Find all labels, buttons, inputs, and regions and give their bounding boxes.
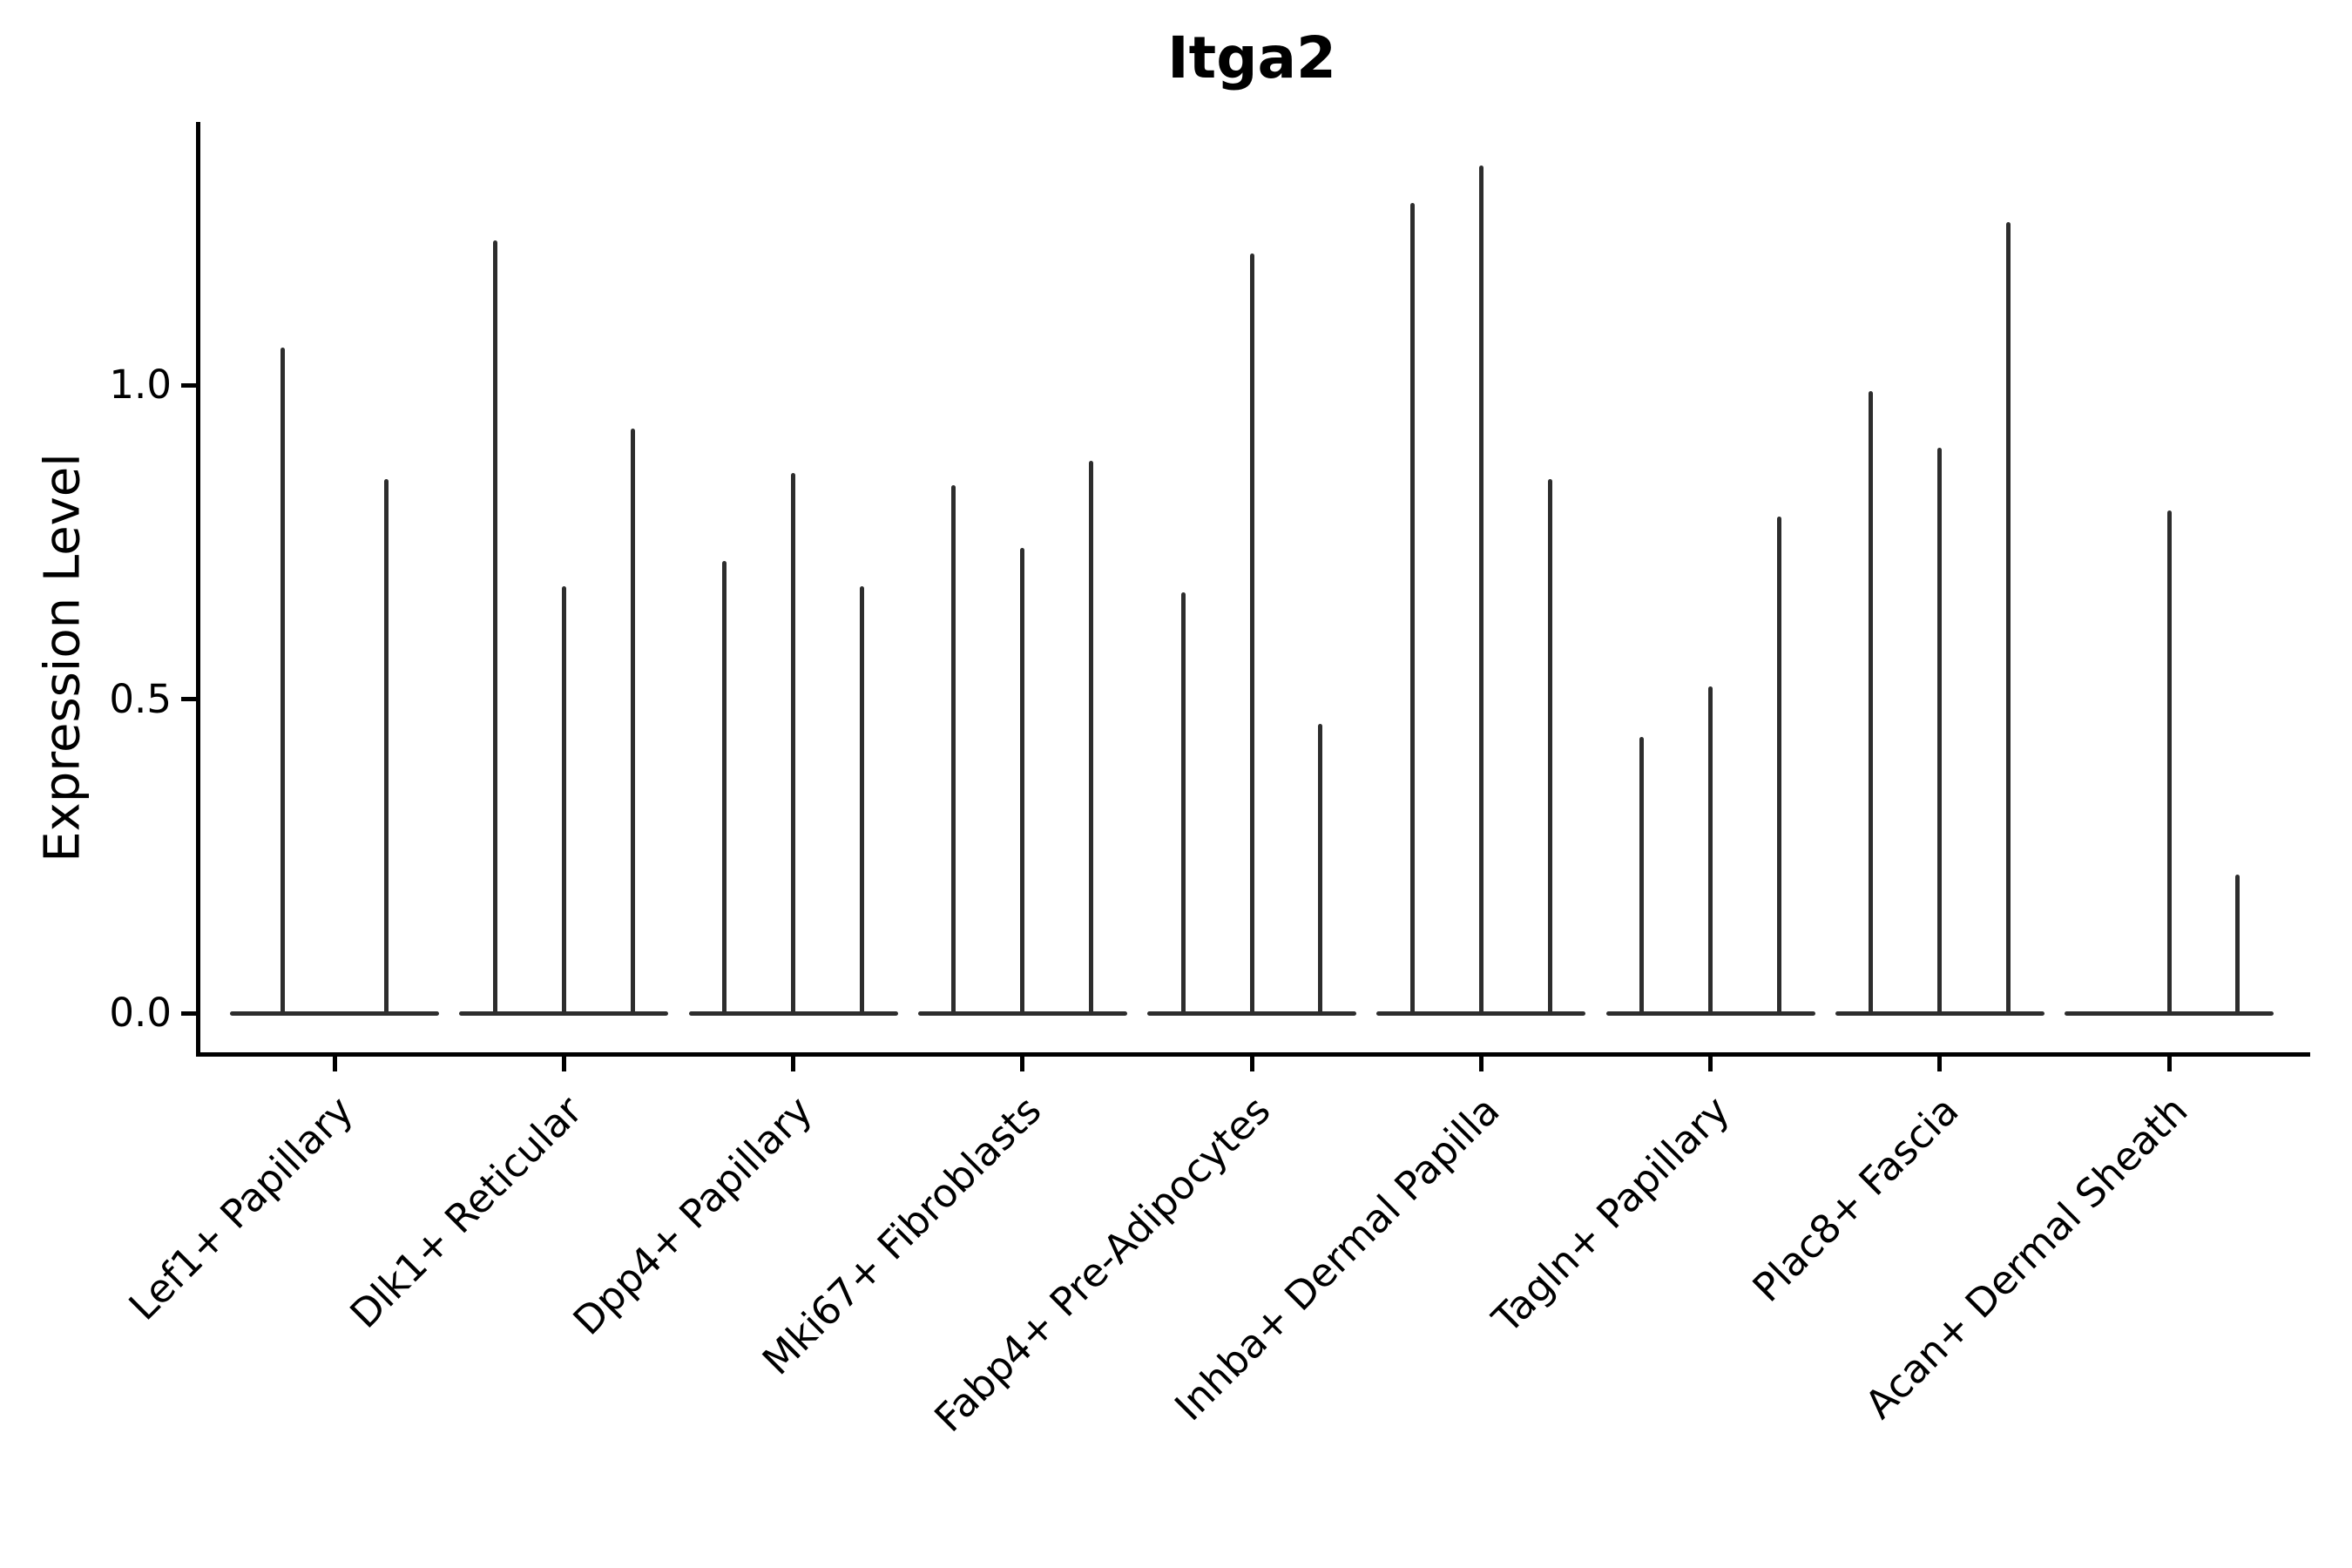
violin-spike xyxy=(630,429,635,1015)
x-tick-mark xyxy=(1478,1052,1484,1071)
y-tick-label: 0.5 xyxy=(109,675,172,722)
violin-spike xyxy=(859,585,864,1015)
x-tick-mark xyxy=(1020,1052,1025,1071)
violin-spike xyxy=(791,472,795,1015)
y-tick-mark xyxy=(181,382,196,388)
violin-spike xyxy=(1776,517,1781,1015)
y-tick-mark xyxy=(181,697,196,701)
violin-spike xyxy=(1639,736,1645,1015)
violin-base xyxy=(230,1010,439,1016)
violin-spike xyxy=(1547,479,1552,1015)
x-tick-label: Tagln+ Papillary xyxy=(1483,1087,1738,1342)
violin-spike xyxy=(1089,460,1094,1015)
violin-spike xyxy=(1020,548,1025,1015)
x-tick-mark xyxy=(561,1052,566,1071)
violin-spike xyxy=(1937,448,1943,1015)
chart-title: Itga2 xyxy=(1167,24,1336,91)
x-tick-mark xyxy=(332,1052,337,1071)
violin-spike xyxy=(1869,391,1874,1015)
y-tick-label: 0.0 xyxy=(109,990,172,1036)
violin-spike xyxy=(383,479,389,1015)
left-spine xyxy=(196,122,200,1057)
x-tick-mark xyxy=(2166,1052,2172,1071)
violin-spike xyxy=(722,560,727,1015)
x-tick-label: Plac8+ Fascia xyxy=(1743,1087,1968,1311)
x-tick-label: Lef1+ Papillary xyxy=(119,1087,362,1329)
violin-spike xyxy=(2006,221,2011,1015)
x-tick-mark xyxy=(791,1052,795,1071)
y-tick-mark xyxy=(181,1010,196,1016)
y-axis-label: Expression Level xyxy=(34,453,91,862)
x-tick-label: Dpp4+ Papillary xyxy=(564,1087,821,1344)
x-tick-mark xyxy=(1937,1052,1943,1071)
violin-spike xyxy=(1409,202,1415,1015)
violin-spike xyxy=(2235,875,2240,1015)
violin-spike xyxy=(951,485,956,1015)
y-tick-label: 1.0 xyxy=(109,362,172,408)
violin-spike xyxy=(1318,724,1323,1015)
violin-spike xyxy=(2166,510,2172,1015)
violin-spike xyxy=(1478,165,1484,1015)
x-tick-mark xyxy=(1249,1052,1254,1071)
violin-spike xyxy=(561,585,566,1015)
violin-spike xyxy=(1249,253,1254,1015)
violin-spike xyxy=(1708,686,1713,1015)
x-tick-label: Dlk1+ Reticular xyxy=(341,1087,591,1337)
violin-spike xyxy=(280,347,286,1015)
violin-spike xyxy=(1180,591,1186,1015)
x-tick-mark xyxy=(1708,1052,1713,1071)
violin-spike xyxy=(492,240,497,1015)
